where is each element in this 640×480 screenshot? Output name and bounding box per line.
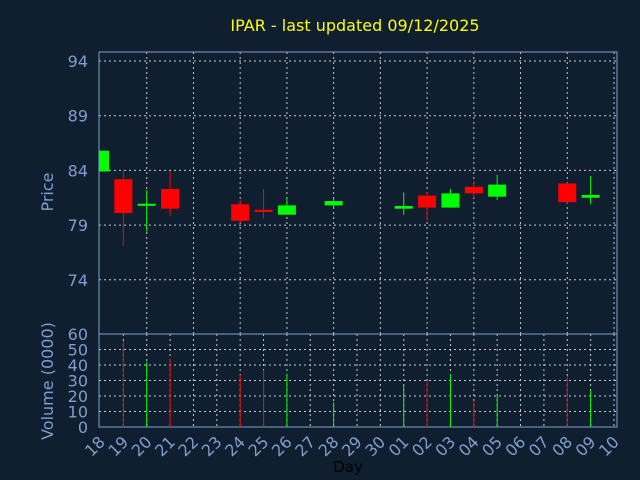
candle-body bbox=[231, 204, 250, 221]
candle-body bbox=[558, 183, 577, 203]
volume-tick-label: 0 bbox=[78, 418, 88, 437]
price-axis-label: Price bbox=[38, 172, 57, 211]
candle-body bbox=[277, 205, 296, 215]
candle-body bbox=[161, 188, 180, 209]
price-tick-label: 84 bbox=[68, 161, 88, 180]
candle-body bbox=[394, 205, 413, 209]
candle-body bbox=[324, 201, 343, 206]
candle-body bbox=[418, 195, 437, 208]
candle-body bbox=[464, 186, 483, 194]
candle-body bbox=[100, 150, 109, 172]
price-tick-label: 89 bbox=[68, 107, 88, 126]
candle-body bbox=[254, 209, 273, 212]
candle-body bbox=[137, 203, 156, 206]
volume-axis-label: Volume (0000) bbox=[38, 322, 57, 440]
candle-body bbox=[581, 195, 600, 198]
price-tick-label: 74 bbox=[68, 271, 88, 290]
volume-tick-label: 10 bbox=[68, 403, 88, 422]
volume-tick-label: 30 bbox=[68, 372, 88, 391]
price-tick-label: 79 bbox=[68, 216, 88, 235]
x-axis-label: Day bbox=[333, 458, 363, 476]
candle-body bbox=[488, 184, 507, 197]
x-tick-label: 10 bbox=[595, 432, 623, 460]
volume-panel-frame bbox=[98, 333, 618, 428]
volume-tick-label: 50 bbox=[68, 341, 88, 360]
chart-title: IPAR - last updated 09/12/2025 bbox=[230, 16, 479, 35]
volume-tick-label: 60 bbox=[68, 325, 88, 344]
candle-body bbox=[114, 179, 133, 214]
candle-body bbox=[441, 193, 460, 208]
price-tick-label: 94 bbox=[68, 52, 88, 71]
volume-tick-label: 20 bbox=[68, 387, 88, 406]
volume-tick-label: 40 bbox=[68, 356, 88, 375]
